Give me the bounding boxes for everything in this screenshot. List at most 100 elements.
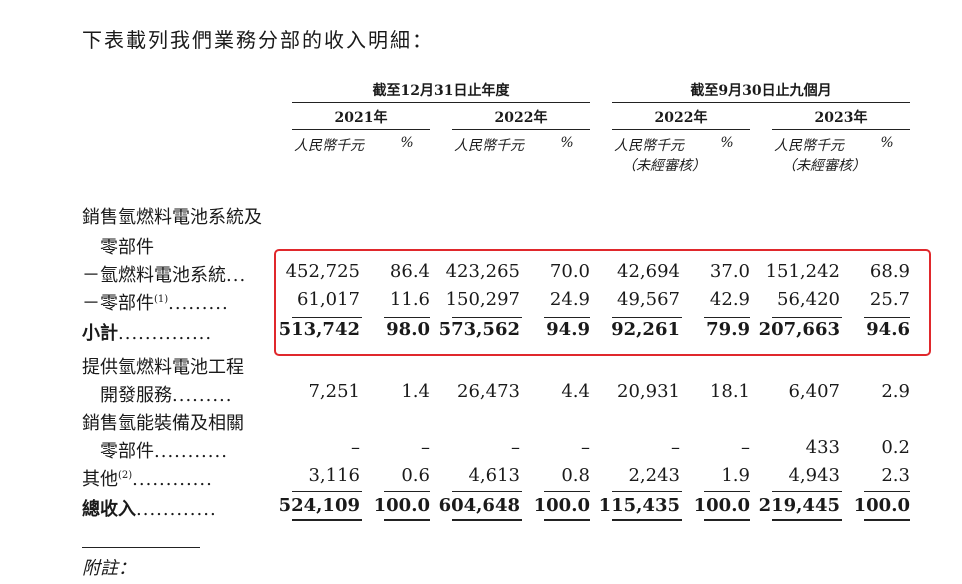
row-label-text: 小計 [82,323,118,344]
amount-cell: 513,742 [278,319,360,340]
pct-header: % [720,135,734,151]
percent-cell: 100.0 [853,495,910,516]
year-2022: 2022年 [494,110,548,126]
leader-dots: ......... [168,293,229,314]
year-2021: 2021年 [334,110,388,126]
amount-cell: 4,613 [468,465,520,486]
percent-cell: – [581,437,590,458]
year-rule-3 [612,129,750,130]
amount-cell: 3,116 [308,465,360,486]
percent-cell: 68.9 [869,261,910,282]
row-label-text: 銷售氫能裝備及相關 [82,413,244,434]
total-rule-bottom [544,519,590,521]
unaudited-note: （未經審核） [622,158,706,174]
year-2023-9m: 2023年 [814,110,868,126]
leader-dots: ......... [172,385,233,406]
amount-cell: 452,725 [285,261,360,282]
amount-cell: – [511,437,520,458]
row-label: 開發服務......... [100,381,233,407]
total-rule-bottom [384,519,430,521]
row-label: 小計.............. [82,319,212,345]
header-group2-rule [612,102,910,103]
currency-header: 人民幣千元 [454,138,524,154]
row-label: 總收入............ [82,495,217,521]
year-rule-4 [772,129,910,130]
percent-cell: 37.0 [709,261,750,282]
row-label-text: 其他 [82,469,118,490]
year-2022-9m: 2022年 [654,110,708,126]
subtotal-rule [452,317,522,318]
subtotal-rule [544,317,590,318]
percent-cell: 79.9 [706,319,750,340]
amount-cell: 20,931 [617,381,680,402]
total-rule-top [292,491,362,492]
percent-cell: 2.3 [881,465,910,486]
subtotal-rule [384,317,430,318]
header-group1-rule [292,102,590,103]
amount-cell: 7,251 [308,381,360,402]
row-label: 其他(2)............ [82,465,213,491]
total-rule-bottom [864,519,910,521]
amount-cell: 524,109 [278,495,360,516]
pct-header: % [560,135,574,151]
percent-cell: 0.8 [561,465,590,486]
amount-cell: 61,017 [297,289,360,310]
row-label: 提供氫燃料電池工程 [82,353,244,379]
intro-text: 下表載列我們業務分部的收入明細： [82,28,434,52]
total-rule-bottom [452,519,522,521]
total-rule-top [384,491,430,492]
row-label: 銷售氫能裝備及相關 [82,409,244,435]
percent-cell: 1.9 [721,465,750,486]
row-label-text: －零部件 [82,293,154,314]
amount-cell: 115,435 [598,495,680,516]
amount-cell: 56,420 [777,289,840,310]
amount-cell: 573,562 [438,319,520,340]
percent-cell: 4.4 [561,381,590,402]
pct-header: % [880,135,894,151]
footnote-label: 附註： [82,558,136,579]
row-label-text: －氫燃料電池系統 [82,265,226,286]
percent-cell: 25.7 [869,289,910,310]
percent-cell: 100.0 [533,495,590,516]
currency-header: 人民幣千元 [774,138,844,154]
total-rule-top [452,491,522,492]
amount-cell: 433 [805,437,840,458]
total-rule-bottom [612,519,682,521]
percent-cell: 24.9 [549,289,590,310]
amount-cell: 151,242 [765,261,840,282]
leader-dots: ........... [154,441,228,462]
row-label-text: 零部件 [100,441,154,462]
subtotal-rule [292,317,362,318]
percent-cell: 94.9 [546,319,590,340]
amount-cell: 2,243 [628,465,680,486]
currency-header: 人民幣千元 [614,138,684,154]
subtotal-rule [864,317,910,318]
footnote-marker: (2) [118,470,133,481]
leader-dots: ... [226,265,247,286]
percent-cell: 18.1 [709,381,750,402]
subtotal-rule [772,317,842,318]
total-rule-bottom [292,519,362,521]
amount-cell: 49,567 [617,289,680,310]
leader-dots: ............ [136,499,217,520]
total-rule-bottom [704,519,750,521]
percent-cell: 11.6 [389,289,430,310]
amount-cell: 207,663 [758,319,840,340]
percent-cell: 1.4 [401,381,430,402]
row-label: －氫燃料電池系統... [82,261,246,287]
amount-cell: 604,648 [438,495,520,516]
amount-cell: 92,261 [611,319,680,340]
year-rule-1 [292,129,430,130]
subtotal-rule [704,317,750,318]
percent-cell: 100.0 [693,495,750,516]
amount-cell: – [671,437,680,458]
footnote-marker: (1) [154,294,169,305]
header-nine-months-group: 截至9月30日止九個月 [690,83,832,99]
total-rule-top [864,491,910,492]
amount-cell: 219,445 [758,495,840,516]
amount-cell: 42,694 [617,261,680,282]
percent-cell: – [421,437,430,458]
subtotal-rule [612,317,682,318]
header-year-group: 截至12月31日止年度 [372,83,510,99]
percent-cell: – [741,437,750,458]
